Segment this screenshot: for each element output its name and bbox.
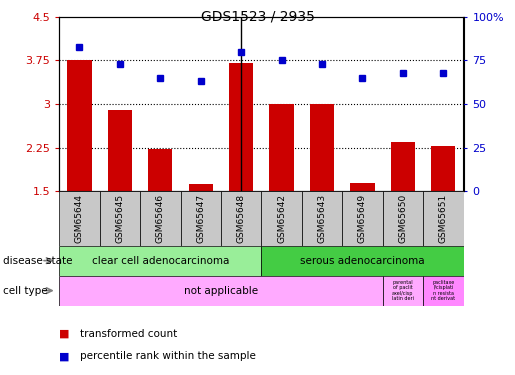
Bar <box>261 191 302 246</box>
Text: transformed count: transformed count <box>80 329 177 339</box>
Text: ■: ■ <box>59 329 70 339</box>
Bar <box>423 191 464 246</box>
Text: GDS1523 / 2935: GDS1523 / 2935 <box>200 9 315 23</box>
Bar <box>67 60 92 191</box>
Text: ■: ■ <box>59 351 70 361</box>
Bar <box>383 276 423 306</box>
Text: parental
of paclit
axel/cisp
latin deri: parental of paclit axel/cisp latin deri <box>392 280 414 301</box>
Bar <box>108 110 132 191</box>
Bar <box>302 191 342 246</box>
Bar <box>100 191 140 246</box>
Text: GSM65651: GSM65651 <box>439 194 448 243</box>
Text: GSM65645: GSM65645 <box>115 194 124 243</box>
Bar <box>59 191 100 246</box>
Bar <box>148 149 173 191</box>
Text: GSM65644: GSM65644 <box>75 194 84 243</box>
Text: serous adenocarcinoma: serous adenocarcinoma <box>300 256 425 266</box>
Text: GSM65642: GSM65642 <box>277 194 286 243</box>
Text: percentile rank within the sample: percentile rank within the sample <box>80 351 256 361</box>
Text: GSM65650: GSM65650 <box>399 194 407 243</box>
Text: GSM65643: GSM65643 <box>318 194 327 243</box>
Text: GSM65648: GSM65648 <box>237 194 246 243</box>
Bar <box>423 276 464 306</box>
Bar <box>188 184 213 191</box>
Bar <box>269 104 294 191</box>
Bar <box>59 276 383 306</box>
Bar <box>140 191 180 246</box>
Bar <box>221 191 261 246</box>
Text: GSM65649: GSM65649 <box>358 194 367 243</box>
Bar <box>431 147 455 191</box>
Text: paclitaxe
l/cisplati
n resista
nt derivat: paclitaxe l/cisplati n resista nt deriva… <box>431 280 455 301</box>
Text: clear cell adenocarcinoma: clear cell adenocarcinoma <box>92 256 229 266</box>
Bar <box>261 246 464 276</box>
Bar <box>342 191 383 246</box>
Text: GSM65646: GSM65646 <box>156 194 165 243</box>
Bar <box>391 142 415 191</box>
Bar <box>310 104 334 191</box>
Text: GSM65647: GSM65647 <box>196 194 205 243</box>
Text: disease state: disease state <box>3 256 72 266</box>
Bar <box>180 191 221 246</box>
Bar <box>350 183 374 191</box>
Text: cell type: cell type <box>3 286 47 296</box>
Text: not applicable: not applicable <box>184 286 258 296</box>
Bar <box>383 191 423 246</box>
Bar <box>229 63 253 191</box>
Bar <box>59 246 261 276</box>
